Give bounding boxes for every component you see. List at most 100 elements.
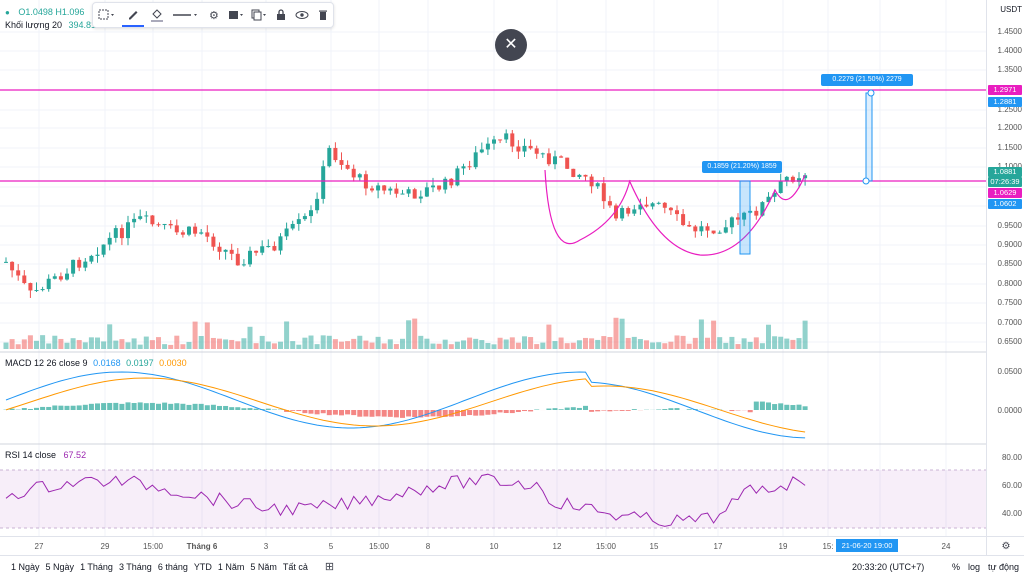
trash-icon[interactable]: [312, 4, 333, 26]
range-button[interactable]: 1 Năm: [215, 562, 248, 572]
log-toggle[interactable]: log: [968, 562, 980, 572]
candle-body: [419, 197, 423, 199]
range-button[interactable]: 5 Năm: [247, 562, 280, 572]
macd-histogram-bar: [254, 409, 259, 410]
volume-bar: [553, 341, 558, 349]
lock-icon[interactable]: [270, 4, 291, 26]
macd-legend: MACD 12 26 close 9 0.0168 0.0197 0.0030: [5, 358, 187, 368]
price-tick: 0.8500: [998, 259, 1022, 268]
eye-icon[interactable]: [291, 4, 312, 26]
volume-bar: [638, 339, 643, 349]
candle-body: [83, 262, 87, 268]
volume-bar: [327, 336, 332, 349]
percent-toggle[interactable]: %: [952, 562, 960, 572]
macd-histogram-bar: [510, 410, 515, 413]
volume-bar: [101, 341, 106, 349]
candle-body: [138, 216, 142, 219]
measure-label-upper[interactable]: 0.2279 (21.50%) 2279: [821, 74, 913, 86]
measure-handle-top: [868, 90, 874, 96]
macd-histogram-bar: [28, 409, 33, 410]
fill-icon[interactable]: [144, 4, 169, 26]
auto-toggle[interactable]: tự động: [988, 562, 1019, 572]
close-button[interactable]: ✕: [495, 29, 527, 61]
volume-bar: [437, 344, 442, 349]
macd-histogram-bar: [565, 408, 570, 410]
candle-body: [675, 210, 679, 214]
macd-histogram-bar: [71, 406, 76, 410]
candle-body: [272, 246, 276, 250]
settings-gear-icon[interactable]: ⚙: [987, 537, 1024, 556]
range-button[interactable]: 5 Ngày: [43, 562, 78, 572]
candle-body: [669, 208, 673, 211]
time-label: 5: [329, 542, 333, 551]
candle-body: [340, 160, 344, 165]
go-to-date-icon[interactable]: ⊞: [325, 560, 334, 573]
candle-body: [53, 276, 57, 278]
candle-body: [41, 289, 45, 290]
volume-bar: [235, 341, 240, 349]
copy-icon[interactable]: [247, 4, 270, 26]
range-button[interactable]: 3 Tháng: [116, 562, 155, 572]
pencil-icon[interactable]: [122, 3, 145, 27]
macd-histogram-bar: [492, 410, 497, 414]
volume-bar: [565, 343, 570, 349]
macd-histogram-bar: [528, 410, 533, 411]
measure-label-lower[interactable]: 0.1859 (21.20%) 1859: [702, 161, 782, 173]
macd-histogram-bar: [77, 405, 82, 410]
macd-histogram-bar: [101, 403, 106, 410]
macd-histogram-bar: [400, 410, 405, 418]
candle-body: [47, 279, 51, 289]
macd-histogram-bar: [290, 410, 295, 411]
macd-histogram-bar: [65, 406, 70, 410]
range-button[interactable]: YTD: [191, 562, 215, 572]
volume-bar: [28, 335, 33, 349]
line-style-icon[interactable]: [169, 4, 203, 26]
macd-histogram-bar: [577, 408, 582, 410]
gear-icon[interactable]: ⚙: [203, 4, 224, 26]
macd-histogram-bar: [217, 406, 222, 410]
range-button[interactable]: 6 tháng: [155, 562, 191, 572]
macd-histogram-bar: [162, 403, 167, 410]
measure-range-lower: [740, 181, 750, 254]
volume-bar: [199, 336, 204, 349]
macd-histogram-bar: [553, 408, 558, 410]
macd-histogram-bar: [193, 404, 198, 410]
candle-body: [358, 174, 362, 177]
volume-bar: [485, 343, 490, 349]
macd-histogram-bar: [626, 410, 631, 411]
macd-histogram-bar: [632, 409, 637, 410]
candle-body: [687, 225, 691, 226]
clock[interactable]: 20:33:20 (UTC+7): [852, 562, 924, 572]
volume-bar: [620, 319, 625, 349]
volume-bar: [339, 342, 344, 349]
range-button[interactable]: 1 Ngày: [8, 562, 43, 572]
volume-bar: [614, 318, 619, 349]
macd-histogram-bar: [46, 407, 51, 410]
range-button[interactable]: 1 Tháng: [77, 562, 116, 572]
macd-histogram-bar: [89, 404, 94, 410]
candle-body: [425, 187, 429, 196]
volume-bar: [223, 339, 228, 349]
range-button[interactable]: Tất cả: [280, 562, 311, 572]
volume-bar: [52, 336, 57, 349]
layers-icon[interactable]: [224, 4, 247, 26]
volume-bar: [778, 337, 783, 349]
last-price-marker: 1.0881: [988, 167, 1022, 177]
volume-bar: [46, 343, 51, 349]
volume-bar: [205, 322, 210, 349]
price-marker-magenta-bottom: 1.0629: [988, 188, 1022, 198]
macd-histogram-bar: [156, 404, 161, 410]
select-rect-icon[interactable]: [93, 4, 122, 26]
candle-body: [315, 199, 319, 210]
volume-bar: [723, 343, 728, 349]
macd-histogram-bar: [772, 404, 777, 410]
macd-histogram-bar: [363, 410, 368, 417]
candle-body: [163, 224, 167, 225]
rsi-label: RSI 14 close: [5, 450, 56, 460]
macd-signal-value: 0.0030: [159, 358, 187, 368]
macd-histogram-bar: [333, 410, 338, 415]
candle-body: [474, 152, 478, 167]
volume-bar: [632, 337, 637, 349]
